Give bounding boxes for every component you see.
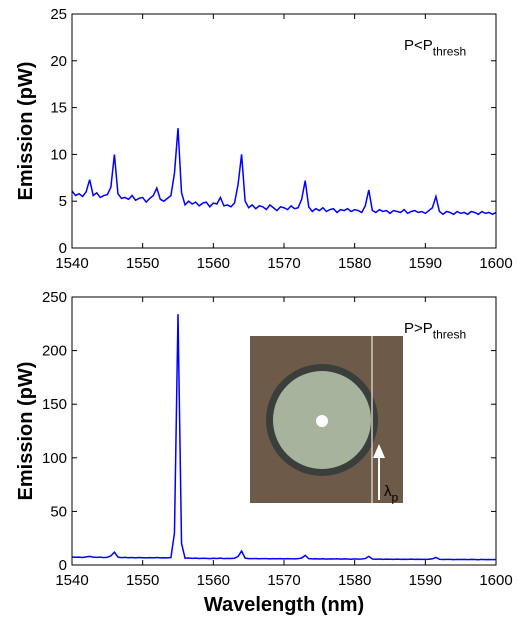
x-tick-label: 1570 xyxy=(267,572,300,589)
annotation: P>Pthresh xyxy=(404,320,466,341)
x-tick-label: 1550 xyxy=(126,572,159,589)
arrow-head xyxy=(373,444,385,458)
inset-photo: λp xyxy=(250,336,403,504)
x-tick-label: 1550 xyxy=(126,255,159,272)
annotation: P<Pthresh xyxy=(404,37,466,58)
x-tick-label: 1590 xyxy=(409,572,442,589)
annotation-text: P>P xyxy=(404,320,433,337)
spectrum-line xyxy=(71,128,497,216)
y-axis-label: Emission (pW) xyxy=(15,362,37,501)
x-tick-label: 1580 xyxy=(338,572,371,589)
x-tick-label: 1540 xyxy=(55,255,88,272)
y-tick-label: 0 xyxy=(59,240,67,257)
x-tick-label: 1570 xyxy=(267,255,300,272)
y-tick-label: 0 xyxy=(59,557,67,574)
annotation-subscript: thresh xyxy=(433,327,466,341)
annotation: λp xyxy=(384,483,399,504)
x-tick-label: 1600 xyxy=(479,572,512,589)
y-tick-label: 200 xyxy=(42,343,67,360)
y-tick-label: 10 xyxy=(50,146,67,163)
annotation-subscript: p xyxy=(392,490,399,504)
x-tick-label: 1600 xyxy=(479,255,512,272)
annotation-text: λ xyxy=(384,483,392,500)
x-tick-label: 1590 xyxy=(409,255,442,272)
y-tick-label: 100 xyxy=(42,450,67,467)
y-tick-label: 150 xyxy=(42,396,67,413)
y-axis-label: Emission (pW) xyxy=(15,62,37,201)
disk-center xyxy=(316,415,328,427)
x-tick-label: 1580 xyxy=(338,255,371,272)
spectrum-line xyxy=(71,314,497,561)
y-tick-label: 50 xyxy=(50,503,67,520)
y-tick-label: 250 xyxy=(42,289,67,306)
x-tick-label: 1560 xyxy=(197,572,230,589)
y-tick-label: 5 xyxy=(59,193,67,210)
x-tick-label: 1560 xyxy=(197,255,230,272)
annotation-subscript: thresh xyxy=(433,44,466,58)
y-tick-label: 20 xyxy=(50,53,67,70)
x-tick-label: 1540 xyxy=(55,572,88,589)
annotation-text: P<P xyxy=(404,37,433,54)
y-tick-label: 15 xyxy=(50,100,67,117)
y-tick-label: 25 xyxy=(50,6,67,23)
x-axis-label: Wavelength (nm) xyxy=(204,594,364,616)
